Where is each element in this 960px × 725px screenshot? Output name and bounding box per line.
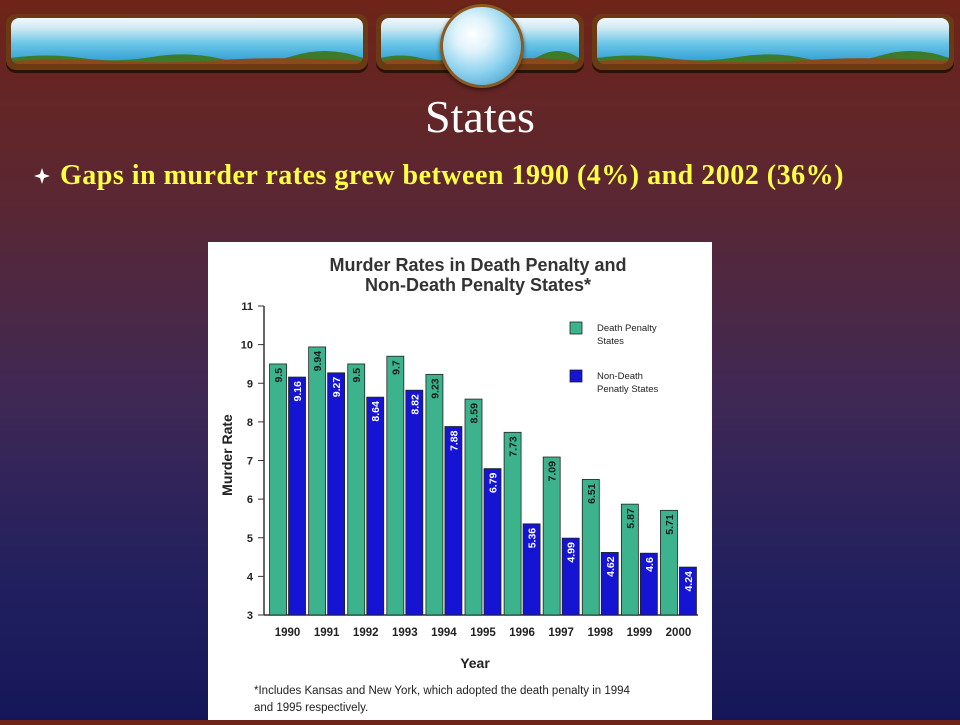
y-tick-label: 10 [241,340,253,352]
data-label-death-penalty: 5.71 [664,514,676,535]
x-tick-label: 1997 [548,627,574,639]
y-tick-label: 4 [247,571,254,583]
bar-death-penalty [269,363,287,616]
y-axis-label: Murder Rate [219,414,235,496]
bar-non-death-penalty [679,566,697,616]
bar-death-penalty [660,509,678,616]
bar-non-death-penalty [327,372,346,616]
y-tick-label: 11 [241,301,253,313]
bar-non-death-penalty [405,389,424,616]
bar-non-death-penalty [444,426,463,616]
x-tick-label: 1991 [314,627,340,639]
footnote-line-2: and 1995 respectively. [254,702,368,714]
data-label-non-death-penalty: 8.82 [409,394,421,415]
data-label-death-penalty: 7.73 [508,436,520,457]
data-label-death-penalty: 9.5 [351,368,363,383]
banner-right [592,14,954,70]
bar-non-death-penalty [366,396,385,616]
murder-rate-chart: Murder Rates in Death Penalty and Non-De… [219,255,698,714]
banner-left [6,14,368,70]
y-tick-label: 9 [247,378,253,390]
data-label-non-death-penalty: 9.27 [331,377,343,398]
chart-title-line-2: Non-Death Penalty States* [365,275,591,295]
legend-swatch-death-penalty [569,321,583,335]
plot-area: 3 4 5 6 7 8 9 10 11 1990 9.5 9.16 1991 9.94 9.27 1992 9.… [241,301,698,639]
y-tick-label: 7 [247,456,253,468]
data-label-non-death-penalty: 6.79 [488,472,500,493]
x-tick-label: 1995 [470,627,496,639]
data-label-death-penalty: 5.87 [625,508,637,529]
data-label-death-penalty: 9.5 [273,368,285,383]
bar-death-penalty [347,363,366,616]
x-axis-label: Year [460,655,490,671]
y-tick-label: 8 [247,417,253,429]
data-label-non-death-penalty: 9.16 [292,381,304,402]
bar-non-death-penalty [639,552,658,616]
y-tick-label: 3 [247,610,253,622]
x-tick-label: 1993 [392,627,418,639]
legend-label: Death Penalty [597,323,657,334]
x-tick-label: 1994 [431,627,457,639]
data-label-death-penalty: 9.7 [390,360,402,375]
x-tick-label: 1999 [627,627,653,639]
bar-death-penalty [386,355,405,616]
bar-death-penalty [542,456,561,616]
x-tick-label: 1998 [587,627,613,639]
legend-swatch-non-death-penalty [569,369,583,383]
x-tick-label: 1996 [509,627,535,639]
data-label-death-penalty: 9.23 [429,378,441,399]
legend-label: States [597,336,624,347]
y-tick-label: 5 [247,533,253,545]
data-label-non-death-penalty: 5.36 [527,528,539,549]
bar-non-death-penalty [600,552,619,616]
data-label-death-penalty: 6.51 [586,483,598,504]
bullet-text: Gaps in murder rates grew between 1990 (… [60,160,844,191]
bar-death-penalty [425,373,444,616]
slide-title: States [425,91,535,142]
data-label-non-death-penalty: 4.6 [644,557,656,572]
bar-non-death-penalty [561,537,580,616]
data-label-non-death-penalty: 8.64 [370,401,382,422]
data-label-death-penalty: 7.09 [547,461,559,482]
data-label-non-death-penalty: 4.99 [566,542,578,563]
data-label-death-penalty: 8.59 [469,403,481,424]
x-tick-label: 1992 [353,627,379,639]
bar-non-death-penalty [483,468,502,616]
x-tick-label: 2000 [666,627,692,639]
diamond-bullet-icon [34,168,50,184]
bar-death-penalty [503,431,522,616]
legend-label: Non-Death [597,371,643,382]
chart-title-line-1: Murder Rates in Death Penalty and [329,255,626,275]
bar-death-penalty [464,398,483,616]
legend-label: Penatly States [597,384,659,395]
bar-death-penalty [581,479,600,616]
data-label-death-penalty: 9.94 [312,351,324,372]
bar-death-penalty [620,503,639,616]
data-label-non-death-penalty: 4.62 [605,556,617,577]
globe-icon [440,4,524,88]
bar-non-death-penalty [522,523,541,616]
x-tick-label: 1990 [275,627,301,639]
chart-panel: Murder Rates in Death Penalty and Non-De… [208,242,712,720]
data-label-non-death-penalty: 4.24 [683,571,695,592]
y-tick-label: 6 [247,494,253,506]
bar-non-death-penalty [288,376,306,616]
footnote-line-1: *Includes Kansas and New York, which ado… [254,685,631,697]
bar-death-penalty [308,346,327,616]
data-label-non-death-penalty: 7.88 [448,430,460,451]
